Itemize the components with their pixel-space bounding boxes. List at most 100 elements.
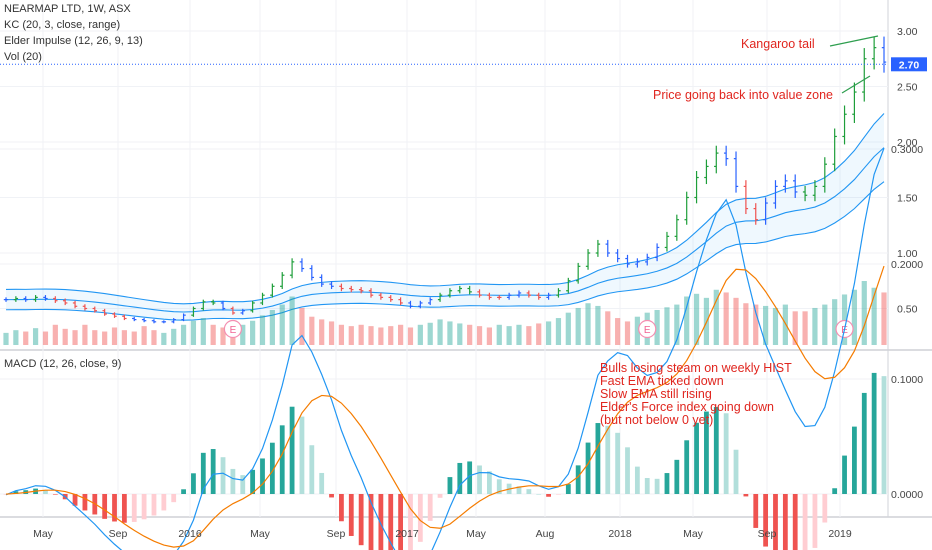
volume-bar (388, 326, 394, 345)
earnings-marker-circle (638, 319, 657, 339)
volume-bar (82, 324, 88, 345)
volume-bar (259, 315, 266, 345)
macd-hist-bar (121, 494, 127, 523)
price-bar (329, 281, 334, 290)
price-bars (3, 36, 887, 324)
macd-hist-bar (72, 494, 78, 506)
price-bar (842, 105, 847, 145)
macd-hist-bar (230, 468, 236, 494)
price-bar (210, 299, 216, 306)
volume-bar (664, 307, 670, 345)
price-bar (487, 292, 492, 300)
macd-hist-bar (536, 494, 542, 495)
volume-bar (200, 318, 206, 345)
price-tick-label: 3.00 (897, 26, 918, 38)
volume-bar (250, 320, 256, 345)
macd-hist-bar (575, 465, 581, 494)
x-tick-label: May (466, 528, 487, 540)
price-bar (585, 249, 591, 270)
volume-bar (713, 289, 719, 345)
price-bar (615, 249, 620, 263)
macd-hist-bar (329, 494, 334, 498)
price-bar (763, 197, 768, 225)
volume-bar (62, 328, 68, 345)
macd-hist-bar (832, 488, 838, 494)
price-bar (862, 48, 867, 102)
volume-bar (328, 321, 335, 345)
macd-hist-bar (151, 494, 157, 516)
macd-hist-bar (565, 484, 571, 494)
price-bar (704, 159, 709, 185)
x-tick-label: May (33, 528, 54, 540)
macd-hist-bar (447, 477, 453, 494)
macd-hist-bar (339, 494, 344, 522)
vol-legend: Vol (20) (4, 51, 42, 63)
price-bar (566, 277, 571, 294)
price-bar (654, 243, 660, 262)
price-bar (467, 285, 472, 295)
price-bar (388, 295, 393, 302)
price-bar (13, 296, 19, 302)
macd-hist-bar (644, 478, 650, 494)
volume-bar (220, 327, 226, 345)
volume-bar (565, 312, 571, 345)
volume-bar (3, 332, 9, 345)
channel-upper-line (5, 113, 885, 305)
price-bar (92, 306, 97, 313)
volume-bar (42, 331, 49, 345)
volume-bar (23, 331, 29, 345)
price-bar (783, 174, 788, 193)
macd-hist-bar (723, 413, 729, 494)
channel-lower-line (5, 181, 885, 321)
volume-bar (398, 324, 404, 345)
price-bar (260, 292, 265, 306)
price-bar (33, 295, 38, 302)
volume-bar (72, 330, 78, 345)
volume-bar (585, 303, 591, 345)
price-bar (378, 292, 384, 300)
macd-hist-bar (220, 457, 226, 494)
macd-hist-bar (191, 473, 196, 494)
macd-hist-bar (52, 494, 58, 495)
macd-hist-bar (112, 494, 117, 522)
macd-hist-bar (141, 494, 147, 520)
macd-hist-bar (763, 494, 769, 547)
macd-hist-bar (299, 416, 305, 494)
volume-bar (733, 297, 739, 345)
price-bar (812, 180, 818, 202)
kangaroo-tail-annotation: Kangaroo tail (741, 37, 815, 51)
price-bar (270, 283, 275, 298)
price-bar (822, 157, 828, 193)
macd-hist-bar (664, 473, 670, 494)
price-bar (349, 285, 354, 293)
macd-hist-bar (210, 449, 216, 494)
volume-bar (832, 299, 838, 345)
macd-hist-bar (171, 494, 177, 503)
macd-hist-bar (102, 494, 108, 519)
macd-hist-bar (368, 494, 374, 550)
price-bar (871, 36, 877, 70)
macd-hist-bar (871, 372, 877, 494)
price-tick-label: 2.50 (897, 82, 918, 94)
volume-bar (180, 324, 187, 345)
volume-bar (338, 324, 345, 345)
price-bar (230, 306, 236, 315)
earnings-marker-circle (223, 319, 242, 339)
volume-bar (802, 311, 808, 345)
x-tick-label: Sep (109, 528, 128, 540)
price-tick-label: 0.50 (897, 304, 918, 316)
x-tick-label: 2017 (395, 528, 419, 540)
volume-bars (3, 281, 887, 345)
volume-bar (526, 326, 532, 345)
price-bar (546, 292, 551, 300)
macd-hist-bar (358, 494, 364, 546)
macd-hist-bar (467, 461, 473, 494)
x-tick-label: Sep (758, 528, 777, 540)
macd-hist-bar (131, 494, 137, 522)
volume-bar (723, 292, 729, 345)
volume-bar (476, 326, 483, 345)
price-bar (53, 296, 58, 303)
price-bar (201, 299, 206, 311)
price-bar (122, 314, 127, 321)
price-bar (447, 288, 453, 298)
